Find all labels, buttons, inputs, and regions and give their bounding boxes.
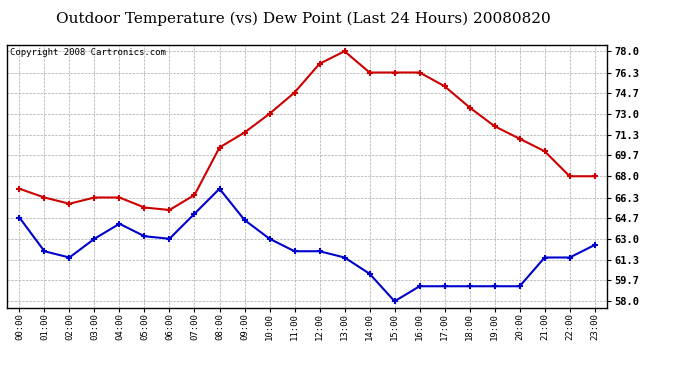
- Text: Copyright 2008 Cartronics.com: Copyright 2008 Cartronics.com: [10, 48, 166, 57]
- Text: Outdoor Temperature (vs) Dew Point (Last 24 Hours) 20080820: Outdoor Temperature (vs) Dew Point (Last…: [56, 11, 551, 26]
